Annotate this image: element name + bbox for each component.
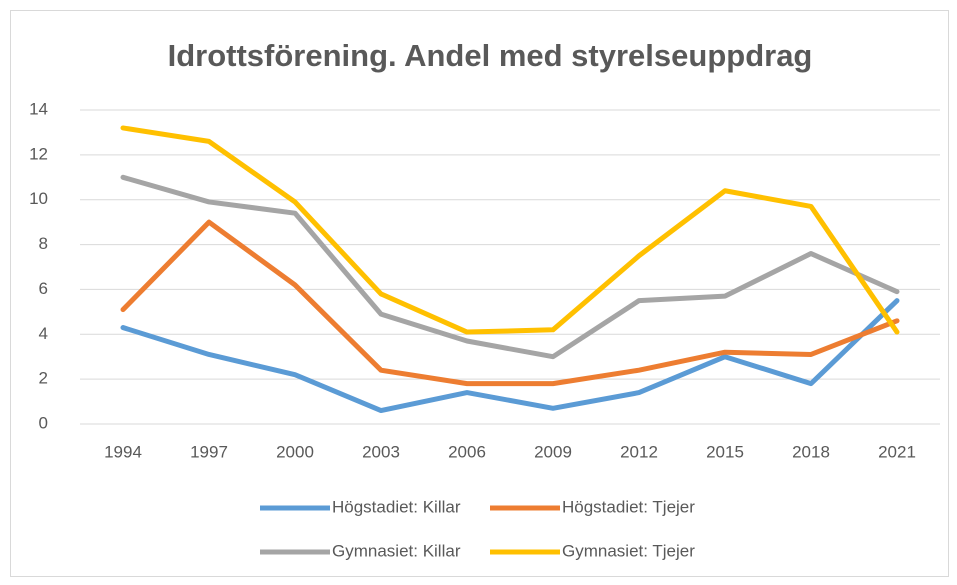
x-tick-label: 2012	[620, 442, 658, 461]
y-tick-label: 2	[39, 369, 48, 388]
x-tick-label: 2018	[792, 442, 830, 461]
y-tick-label: 6	[39, 279, 48, 298]
legend-label: Gymnasiet: Tjejer	[562, 541, 695, 560]
series-line	[120, 174, 900, 360]
y-tick-label: 10	[29, 189, 48, 208]
series-line	[120, 125, 900, 335]
y-tick-label: 0	[39, 413, 48, 432]
legend-label: Gymnasiet: Killar	[332, 541, 461, 560]
x-tick-label: 2015	[706, 442, 744, 461]
y-tick-label: 4	[39, 324, 48, 343]
x-tick-label: 2006	[448, 442, 486, 461]
y-tick-label: 8	[39, 234, 48, 253]
x-tick-label: 2009	[534, 442, 572, 461]
x-tick-label: 1997	[190, 442, 228, 461]
chart-title: Idrottsförening. Andel med styrelseuppdr…	[168, 38, 813, 73]
y-tick-label: 14	[29, 99, 48, 118]
y-tick-label: 12	[29, 144, 48, 163]
series-line	[120, 219, 900, 387]
x-tick-label: 2021	[878, 442, 916, 461]
legend-label: Högstadiet: Killar	[332, 497, 461, 516]
x-tick-label: 1994	[104, 442, 142, 461]
chart-border	[10, 10, 949, 577]
legend-label: Högstadiet: Tjejer	[562, 497, 695, 516]
x-tick-label: 2000	[276, 442, 314, 461]
series-line	[120, 298, 900, 414]
x-tick-label: 2003	[362, 442, 400, 461]
